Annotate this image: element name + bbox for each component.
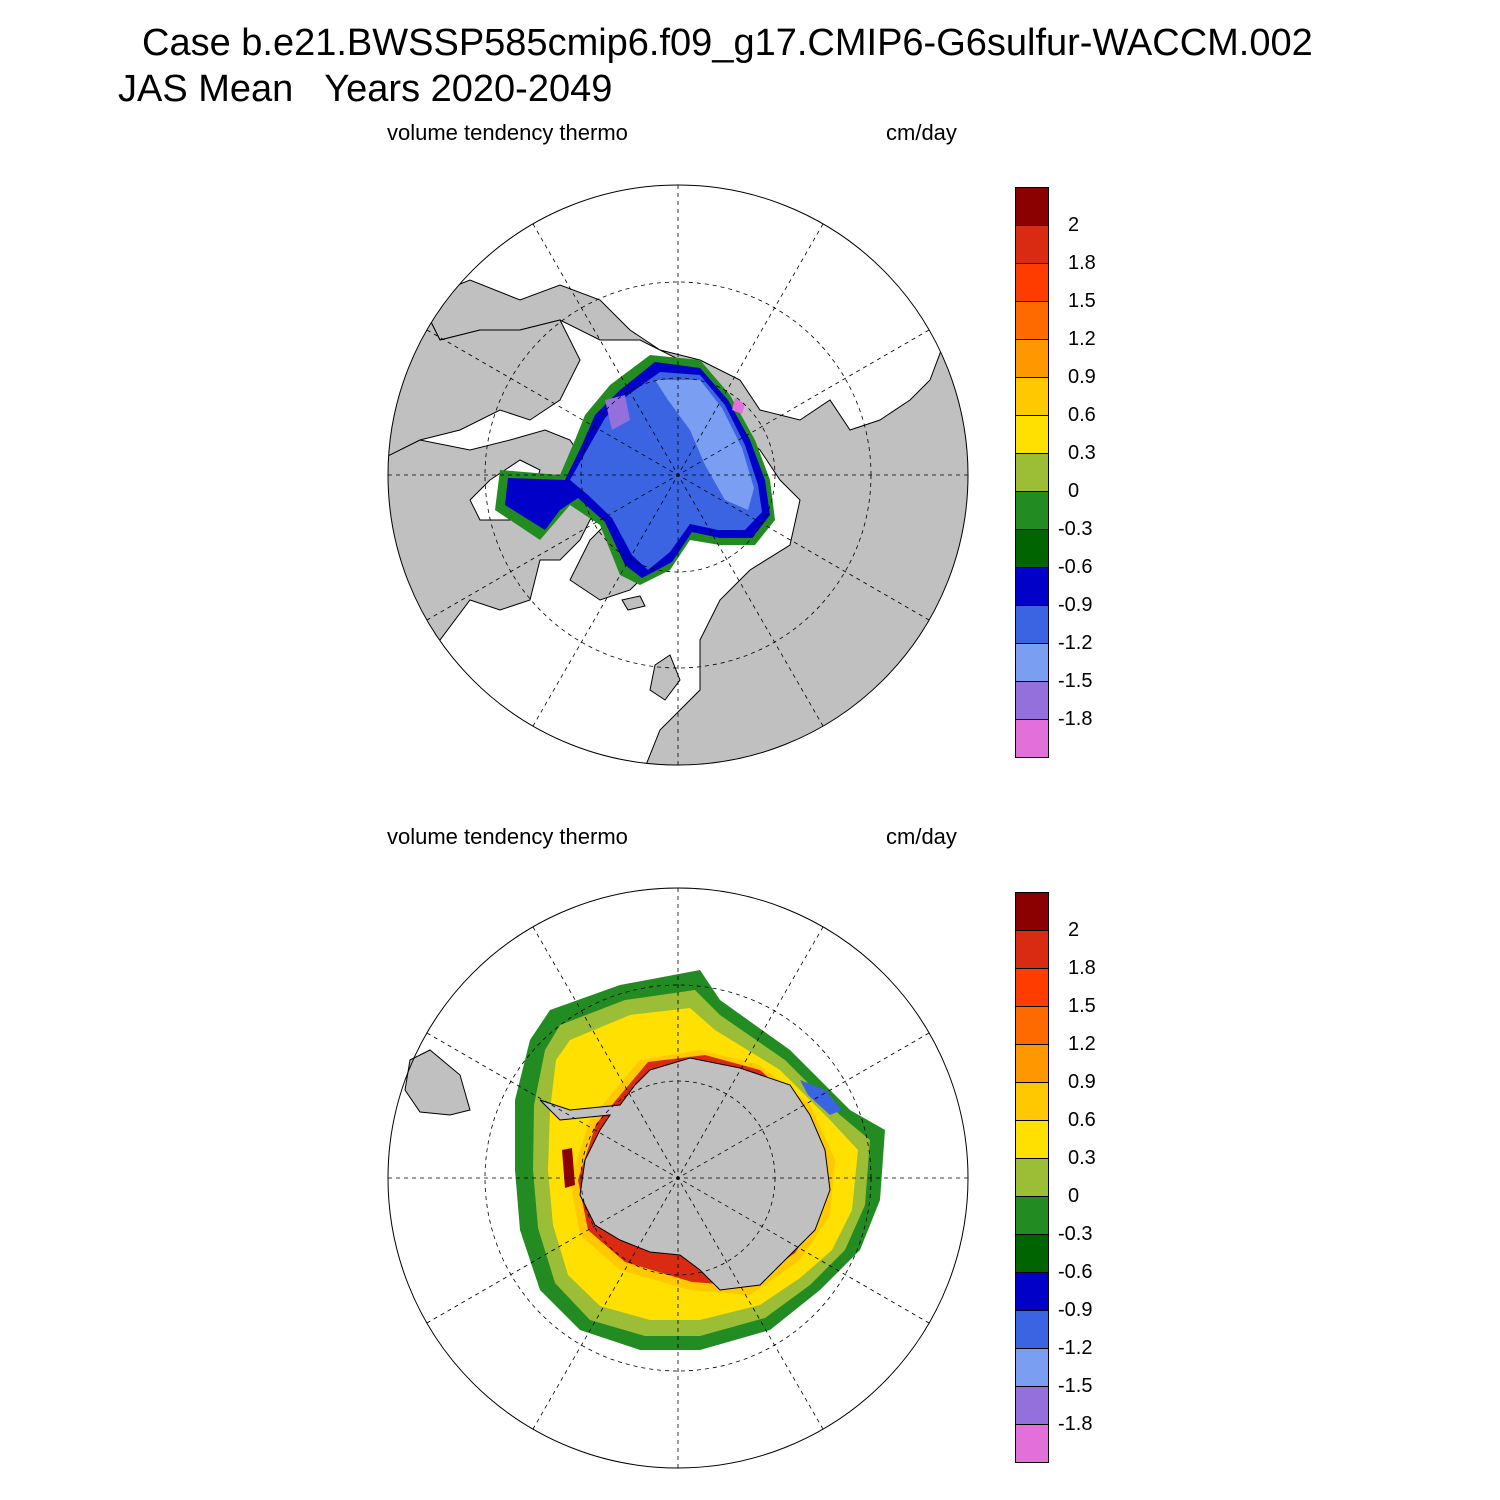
- north-colorbar-tick-label: -1.2: [1058, 632, 1093, 654]
- north-colorbar-swatch: [1015, 187, 1049, 226]
- north-graticule: [388, 185, 968, 765]
- north-colorbar-tick-label: 1.2: [1068, 328, 1096, 350]
- north-ice-field: [495, 355, 775, 585]
- north-colorbar-tick-label: 1.8: [1068, 252, 1096, 274]
- south-colorbar-tick-label: 1.2: [1068, 1033, 1096, 1055]
- south-colorbar-swatch: [1015, 1424, 1049, 1463]
- south-colorbar-swatch: [1015, 1120, 1049, 1159]
- south-colorbar-tick-label: -0.6: [1058, 1261, 1093, 1283]
- north-colorbar-tick-label: 1.5: [1068, 290, 1096, 312]
- north-colorbar-swatch: [1015, 567, 1049, 606]
- north-colorbar-tick-label: -0.3: [1058, 518, 1093, 540]
- north-colorbar-tick-label: 0.9: [1068, 366, 1096, 388]
- south-colorbar-swatch: [1015, 1006, 1049, 1045]
- south-colorbar-swatch: [1015, 968, 1049, 1007]
- north-colorbar-swatch: [1015, 453, 1049, 492]
- south-colorbar-tick-label: -1.2: [1058, 1337, 1093, 1359]
- figure-title-line-2: JAS Mean Years 2020-2049: [118, 68, 613, 110]
- north-colorbar-tick-label: 0.6: [1068, 404, 1096, 426]
- north-colorbar-swatch: [1015, 263, 1049, 302]
- south-colorbar-tick-label: 0.9: [1068, 1071, 1096, 1093]
- north-colorbar-swatch: [1015, 339, 1049, 378]
- south-colorbar-swatch: [1015, 1044, 1049, 1083]
- north-colorbar-tick-label: -1.5: [1058, 670, 1093, 692]
- north-ice-purple: [605, 395, 630, 430]
- south-colorbar-swatch: [1015, 1158, 1049, 1197]
- south-colorbar-swatch: [1015, 1082, 1049, 1121]
- panel-north-variable-label: volume tendency thermo: [387, 120, 628, 145]
- south-colorbar-tick-label: 0.6: [1068, 1109, 1096, 1131]
- south-colorbar-swatch: [1015, 1196, 1049, 1235]
- north-colorbar-tick-label: 0: [1068, 480, 1080, 502]
- figure-title-line-1: Case b.e21.BWSSP585cmip6.f09_g17.CMIP6-G…: [142, 22, 1313, 64]
- south-colorbar-swatch: [1015, 1272, 1049, 1311]
- north-colorbar-swatch: [1015, 529, 1049, 568]
- south-colorbar-swatch: [1015, 1310, 1049, 1349]
- south-colorbar-swatch: [1015, 1234, 1049, 1273]
- south-colorbar-tick-label: 1.8: [1068, 957, 1096, 979]
- north-colorbar-swatch: [1015, 491, 1049, 530]
- north-colorbar-tick-label: -0.6: [1058, 556, 1093, 578]
- north-colorbar-tick-label: 2: [1068, 214, 1080, 236]
- north-eurasia-land: [419, 279, 968, 765]
- north-colorbar-swatch: [1015, 643, 1049, 682]
- south-colorbar-swatch: [1015, 892, 1049, 931]
- north-colorbar-swatch: [1015, 225, 1049, 264]
- south-colorbar-tick-label: -0.9: [1058, 1299, 1093, 1321]
- south-colorbar-tick-label: 0: [1068, 1185, 1080, 1207]
- north-colorbar-tick-label: 0.3: [1068, 442, 1096, 464]
- south-colorbar-tick-label: -1.5: [1058, 1375, 1093, 1397]
- north-colorbar-tick-label: -1.8: [1058, 708, 1093, 730]
- south-america-land: [404, 1049, 471, 1116]
- south-colorbar-swatch: [1015, 930, 1049, 969]
- north-colorbar-swatch: [1015, 719, 1049, 758]
- south-colorbar-tick-label: -0.3: [1058, 1223, 1093, 1245]
- south-ice-blue-patch: [800, 1080, 842, 1115]
- panel-south-variable-label: volume tendency thermo: [387, 824, 628, 849]
- south-polar-map: [387, 887, 969, 1469]
- north-uk-land: [649, 654, 681, 701]
- south-colorbar-swatch: [1015, 1348, 1049, 1387]
- panel-north-units-label: cm/day: [886, 120, 957, 145]
- north-colorbar-swatch: [1015, 605, 1049, 644]
- south-colorbar-swatch: [1015, 1386, 1049, 1425]
- south-colorbar-tick-label: 0.3: [1068, 1147, 1096, 1169]
- north-colorbar-swatch: [1015, 415, 1049, 454]
- north-colorbar-tick-label: -0.9: [1058, 594, 1093, 616]
- north-polar-map: [387, 184, 969, 766]
- north-ice-blue-light: [655, 380, 754, 510]
- south-graticule: [388, 888, 968, 1468]
- north-colorbar-swatch: [1015, 377, 1049, 416]
- north-map-border: [387, 184, 969, 766]
- north-alaska-land: [388, 299, 581, 461]
- north-colorbar-swatch: [1015, 301, 1049, 340]
- north-colorbar-swatch: [1015, 681, 1049, 720]
- south-colorbar-tick-label: -1.8: [1058, 1413, 1093, 1435]
- north-iceland-land: [621, 595, 646, 611]
- south-colorbar-tick-label: 1.5: [1068, 995, 1096, 1017]
- south-map-border: [387, 887, 969, 1469]
- panel-south-units-label: cm/day: [886, 824, 957, 849]
- north-ice-pink: [732, 398, 745, 414]
- south-colorbar-tick-label: 2: [1068, 919, 1080, 941]
